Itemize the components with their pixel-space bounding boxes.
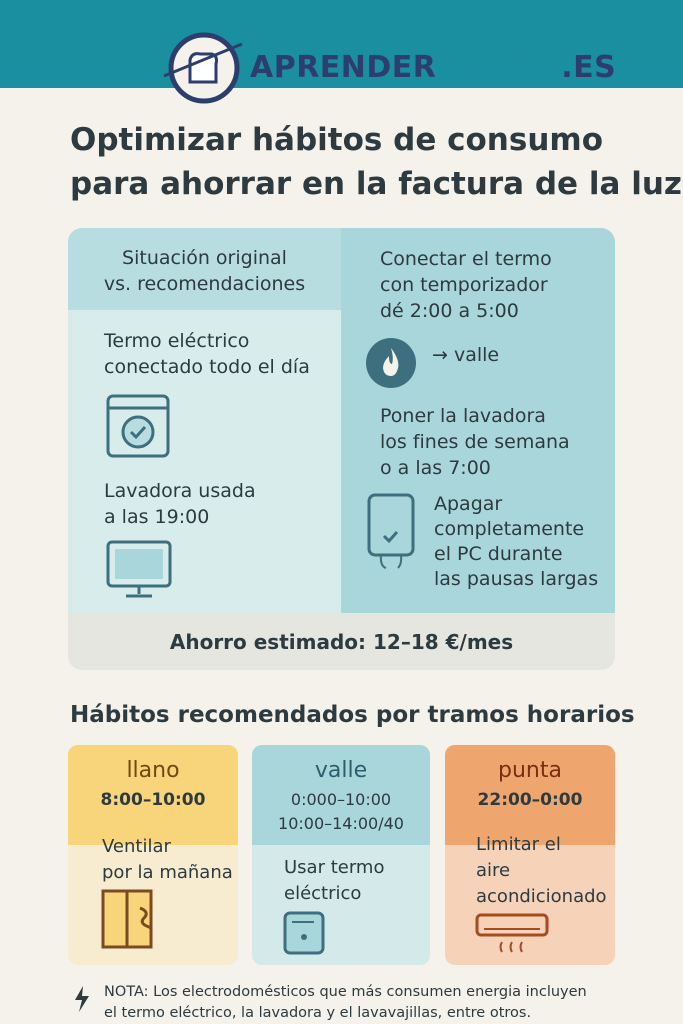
logo-text: APRENDERGRATIS.ES (250, 50, 616, 85)
card-text: Ventilar por la mañana (102, 834, 233, 886)
text-line: el termo eléctrico, la lavadora y el lav… (104, 1005, 532, 1021)
text-line: aire (476, 860, 511, 881)
text-line: Usar termo (284, 857, 385, 878)
heater-icon (283, 911, 325, 955)
device-icon (367, 493, 415, 569)
text-line: Ventilar (102, 836, 171, 857)
card-name: valle (314, 758, 368, 783)
right-item: Poner la lavadora los fines de semana o … (380, 403, 570, 481)
text-line: NOTA: Los electrodomésticos que más cons… (104, 984, 587, 1000)
text-line: por la mañana (102, 862, 233, 883)
right-item: Conectar el termo con temporizador dé 2:… (380, 246, 552, 324)
text-line: el PC durante (434, 543, 563, 565)
flame-icon (366, 338, 416, 388)
text-line: a las 19:00 (104, 506, 210, 528)
text-line: 0:000–10:00 (290, 790, 392, 809)
monitor-icon (106, 540, 172, 598)
text-line: vs. recomendaciones (103, 273, 306, 295)
text-line: las pausas largas (434, 568, 599, 590)
window-icon (101, 889, 153, 949)
text-line: Termo eléctrico (104, 330, 250, 352)
text-line: conectado todo el día (104, 356, 310, 378)
logo-part: GRATIS (436, 50, 562, 85)
note: NOTA: Los electrodomésticos que más cons… (104, 982, 587, 1024)
left-header: Situación original vs. recomendaciones (68, 245, 341, 297)
card-name: llano (126, 758, 180, 783)
text-line: dé 2:00 a 5:00 (380, 300, 519, 322)
card-text: Limitar el aire acondicionado (476, 832, 607, 910)
logo-part: APRENDER (250, 50, 437, 85)
text-line: Situación original (122, 247, 287, 269)
text-line: 10:00–14:00/40 (278, 814, 404, 833)
card (68, 745, 238, 965)
savings-bar (68, 613, 615, 670)
card (445, 745, 615, 965)
text-line: los fines de semana (380, 431, 570, 453)
title-line: Optimizar hábitos de consumo (70, 122, 603, 158)
card-text: Usar termo eléctrico (284, 855, 384, 907)
card-name: punta (498, 758, 562, 783)
left-header-bg (68, 228, 341, 310)
savings: Ahorro estimado: 12–18 €/mes (169, 630, 514, 654)
text-line: Lavadora usada (104, 480, 256, 502)
bolt-icon (75, 986, 89, 1012)
right-item: Apagar completamente el PC durante las p… (434, 492, 598, 592)
text-line: eléctrico (284, 883, 362, 904)
title-line: para ahorrar en la factura de la luz (70, 166, 682, 202)
washer-icon (106, 394, 170, 458)
text-line: o a las 7:00 (380, 457, 491, 479)
text-line: acondicionado (476, 886, 607, 907)
text-line: completamente (434, 518, 585, 540)
section-title: Hábitos recomendados por tramos horarios (70, 702, 635, 728)
right-item: → valle (432, 344, 500, 366)
ac-icon (475, 913, 549, 953)
left-item: Termo eléctrico conectado todo el día (104, 328, 310, 380)
card-time: 22:00–0:00 (477, 790, 583, 810)
text-line: Poner la lavadora (380, 405, 546, 427)
left-item: Lavadora usada a las 19:00 (104, 478, 256, 530)
text-line: Conectar el termo (380, 248, 552, 270)
title: Optimizar hábitos de consumo para ahorra… (70, 118, 682, 206)
card-time: 0:000–10:00 10:00–14:00/40 (252, 788, 430, 836)
text-line: Limitar el (476, 834, 561, 855)
logo-part: .ES (561, 50, 617, 85)
card (252, 745, 430, 965)
card-time: 8:00–10:00 (100, 790, 206, 810)
text-line: con temporizador (380, 274, 548, 296)
text-line: Apagar (434, 493, 503, 515)
top-band (0, 0, 683, 88)
logo-icon (163, 32, 243, 104)
